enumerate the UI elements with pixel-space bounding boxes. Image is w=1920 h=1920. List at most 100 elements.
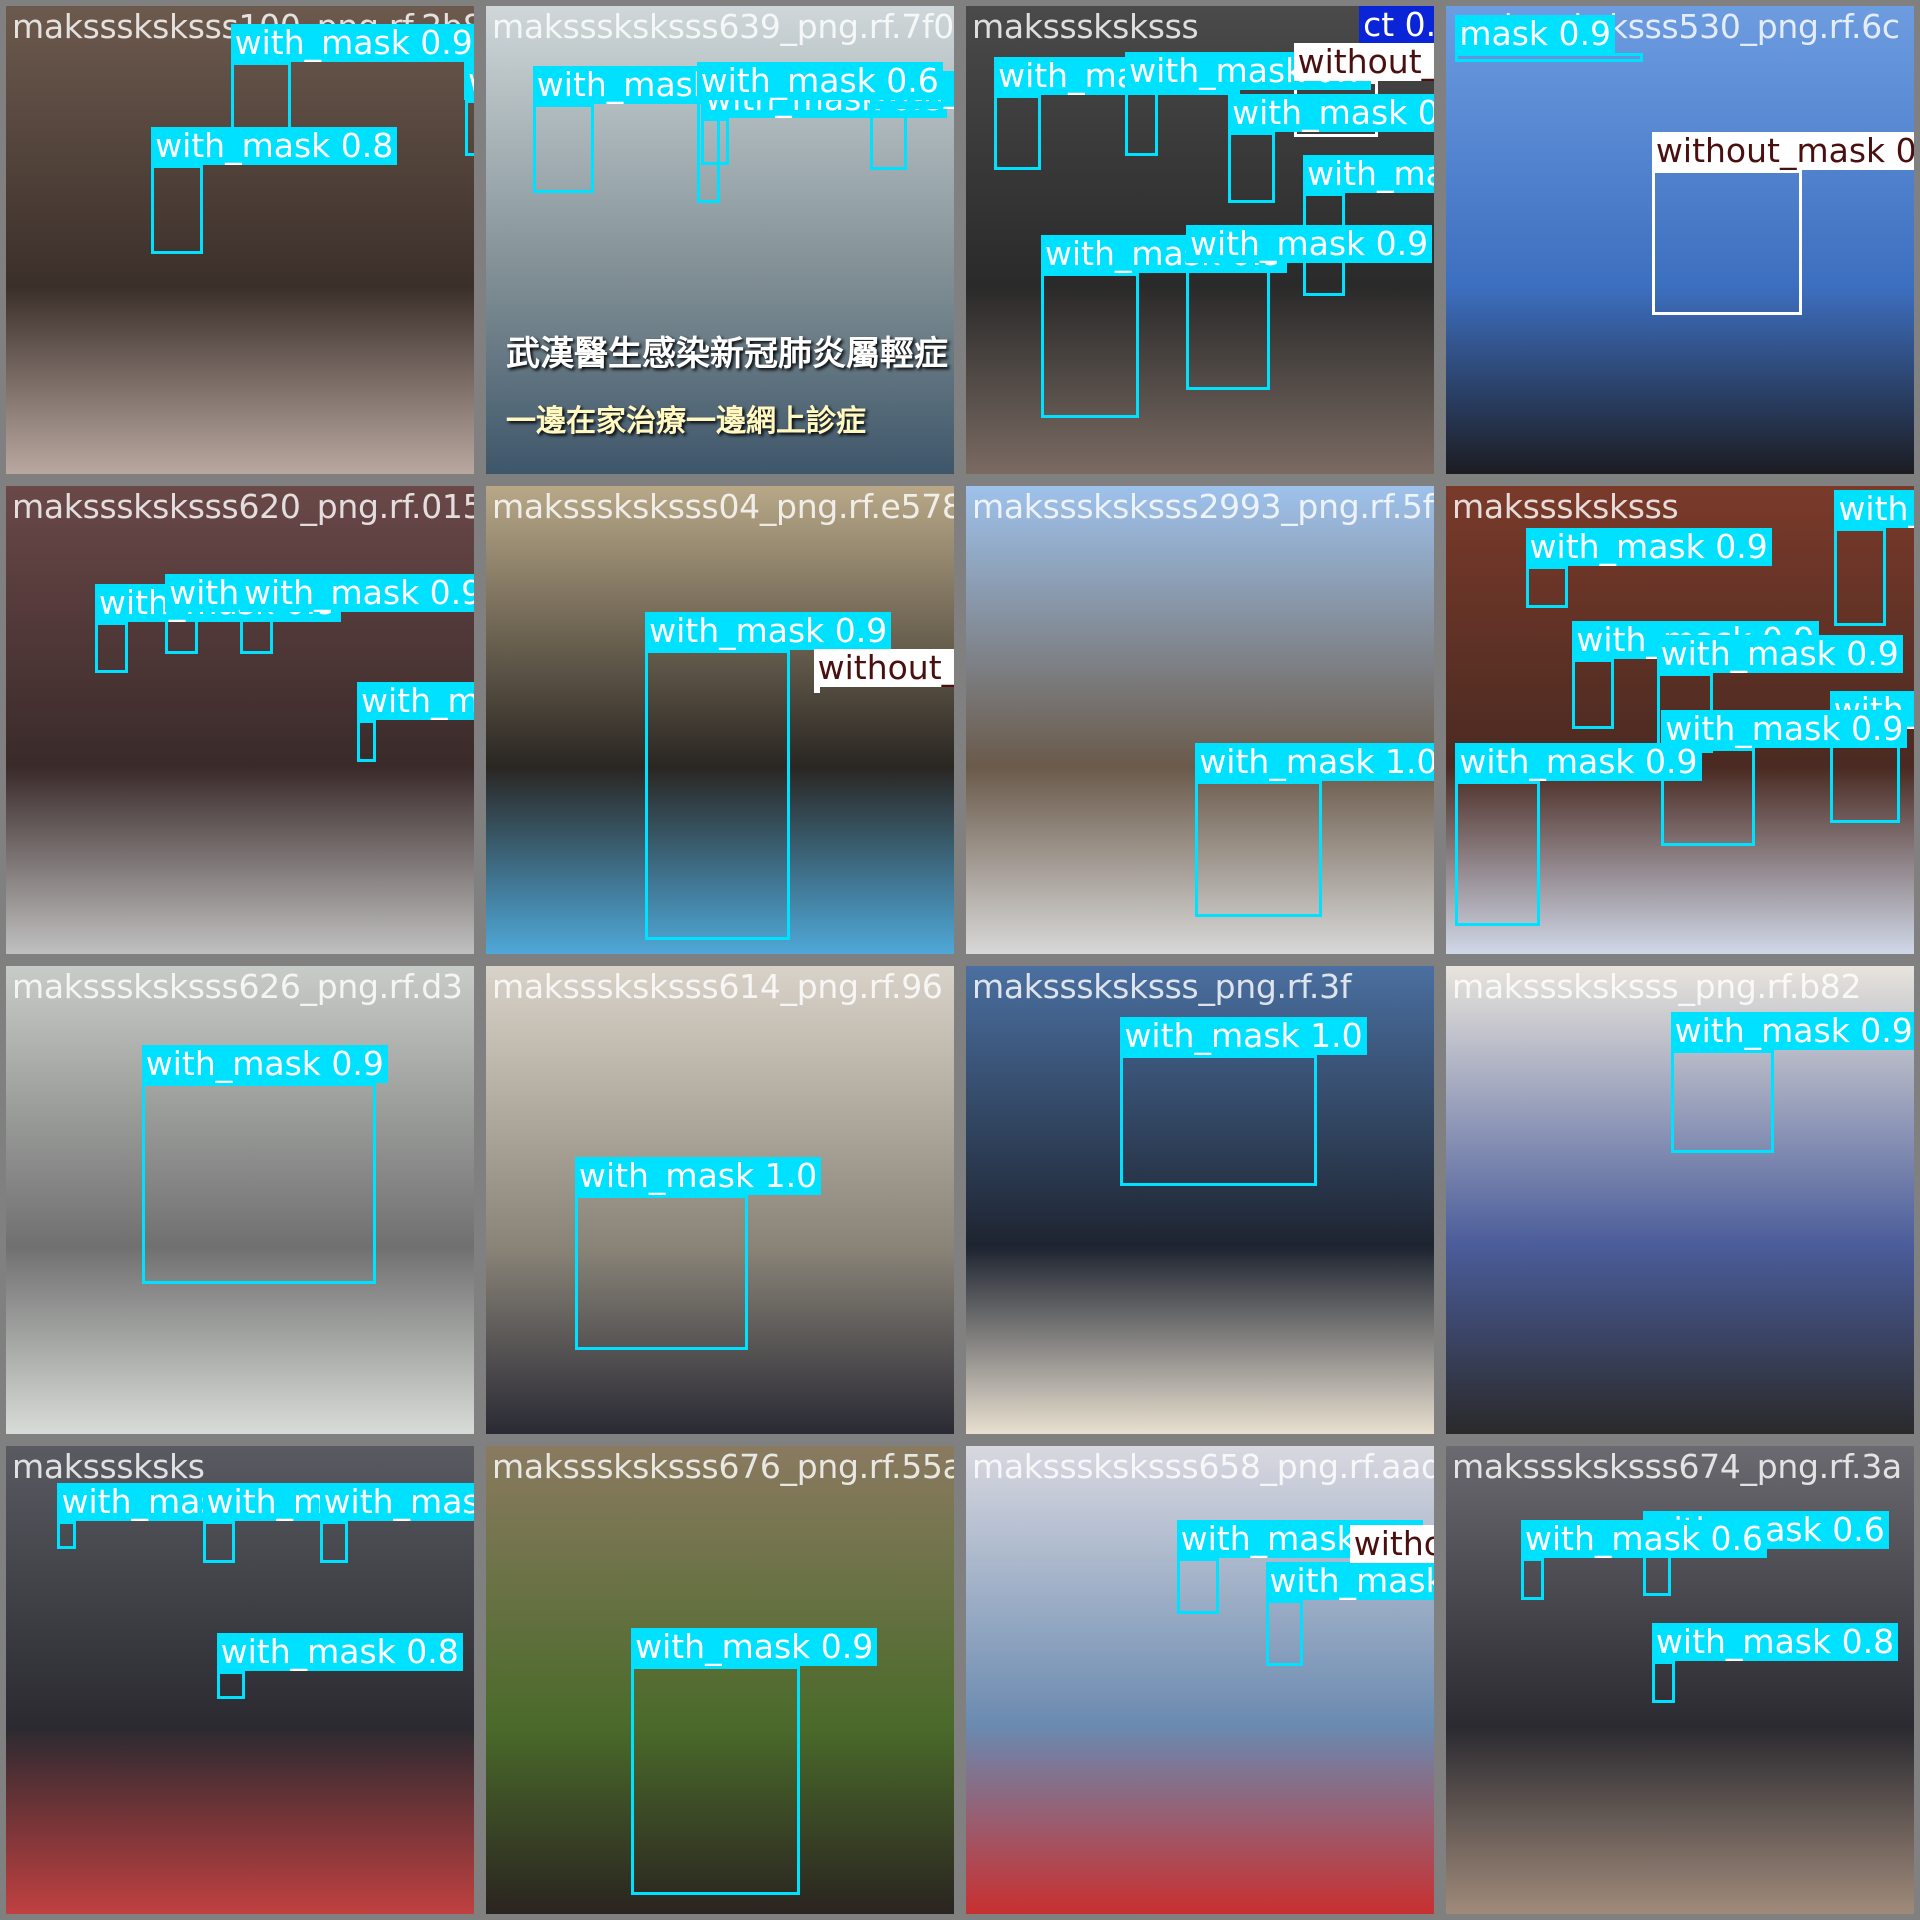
detection-box — [464, 99, 474, 156]
detection-label: with_mask 0.8 — [1228, 94, 1434, 133]
tile-filename: maksssksks — [12, 1447, 205, 1486]
tile-filename: maksssksksss620_png.rf.015f2996a9633b47 — [12, 487, 474, 526]
detection-label: without_mask 0.9 — [1349, 1525, 1434, 1563]
tile-filename: maksssksksss — [972, 7, 1199, 46]
detection-box — [1125, 90, 1158, 156]
detection-box — [1040, 272, 1140, 418]
detection-box — [631, 1665, 800, 1896]
detection-label: with_mask 0.6 — [1520, 1520, 1768, 1559]
tile-filename: maksssksksss614_png.rf.96 — [492, 967, 943, 1006]
image-tile: maksssksksss658_png.rf.aad with_mask 0.9 w… — [966, 1446, 1434, 1914]
detection-label: with_mask 1.0 — [1120, 1016, 1367, 1055]
tile-filename: maksssksksss674_png.rf.3a — [1452, 1447, 1902, 1486]
detection-box — [1525, 565, 1568, 608]
detection-box — [701, 118, 730, 166]
detection-label: with_mask 0.9 — [1455, 742, 1702, 781]
detection-box — [319, 1520, 348, 1563]
image-tile: maksssksksss620_png.rf.015f2996a9633b47w… — [6, 486, 474, 954]
detection-label: without_mask 0.7 — [813, 649, 954, 688]
detection-box — [1834, 528, 1886, 627]
image-tile: maksssksksss_png.rf.b82 with_mask 0.9 — [1446, 966, 1914, 1434]
tile-filename: maksssksksss676_png.rf.55a — [492, 1447, 954, 1486]
detection-label: with_mask 0.9 — [1834, 490, 1914, 529]
detection-label: with_mask 0.9 — [141, 1045, 388, 1083]
detection-box — [994, 94, 1041, 170]
detection-label: with_mask 0.9 — [240, 574, 474, 613]
image-tile: maksssksksss626_png.rf.d3 with_mask 0.9 — [6, 966, 474, 1434]
image-tile: maksssksksss_png.rf.3f with_mask 1.0 — [966, 966, 1434, 1434]
detection-label: with_mask 0.9 — [1302, 155, 1434, 194]
detection-label: with_mask 0.9 — [1185, 225, 1433, 264]
detection-label: with_mask 1.0 — [574, 1157, 822, 1196]
detection-box — [1651, 169, 1802, 315]
image-tile: 武漢醫生感染新冠肺炎屬輕症一邊在家治療一邊網上診症 maksssksksss639… — [486, 6, 954, 474]
image-tile: maksssksksss676_png.rf.55a with_mask 0.9 — [486, 1446, 954, 1914]
detection-box — [1670, 1050, 1774, 1154]
photo — [486, 1446, 954, 1914]
photo — [966, 1446, 1434, 1914]
tile-filename: maksssksksss658_png.rf.aad — [972, 1447, 1434, 1486]
photo — [6, 1446, 474, 1914]
detection-box — [1455, 52, 1643, 63]
detection-box — [1195, 780, 1322, 917]
detection-label: with_mask 0.9 — [631, 1627, 878, 1666]
detection-label: with_mask 0.8 — [216, 1632, 463, 1671]
detection-label: with_mask 0.8 — [151, 127, 398, 166]
image-tile: maksssksksss614_png.rf.96 with_mask 1.0 — [486, 966, 954, 1434]
photo — [486, 966, 954, 1434]
image-tile: maksssksksss with_mask 0.4 with_mask 0.7 wi… — [966, 6, 1434, 474]
detection-label: with_mask 0.9 — [645, 611, 892, 650]
detection-box — [202, 1520, 236, 1563]
detection-box — [357, 720, 376, 763]
photo — [6, 6, 474, 474]
photo — [6, 486, 474, 954]
tile-filename: maksssksksss_png.rf.3f — [972, 967, 1352, 1006]
tile-filename: maksssksksss04_png.rf.e578 — [492, 487, 954, 526]
detection-label: with_mask 0.6 — [696, 61, 943, 100]
detection-box — [1520, 1558, 1545, 1601]
detection-label: with_mask 0.8 — [357, 682, 474, 720]
detection-box — [1228, 132, 1275, 203]
image-tile: maksssksksss100_png.rf.2b8b1528725bfe816… — [6, 6, 474, 474]
photo — [966, 486, 1434, 954]
detection-label: with_mask 0.8 — [1265, 1562, 1434, 1601]
detection-box — [1265, 1600, 1303, 1666]
image-tile: maksssksksss04_png.rf.e578 with_mask 0.9 w… — [486, 486, 954, 954]
tile-filename: maksssksksss_png.rf.b82 — [1452, 967, 1862, 1006]
detection-box — [151, 165, 203, 255]
photo — [6, 966, 474, 1434]
detection-label: with_mask 1.0 — [1195, 742, 1434, 781]
detection-label: with_mask 0.6 — [464, 61, 474, 100]
tile-filename: maksssksksss2993_png.rf.5f6 — [972, 487, 1434, 526]
detection-box — [141, 1083, 376, 1285]
overlay-caption: 武漢醫生感染新冠肺炎屬輕症 — [506, 334, 948, 374]
detection-label: mask 0.9 — [1455, 14, 1616, 53]
detection-label: with_mask 0.9 — [230, 24, 474, 63]
detection-label: with_mask 0.9 — [1656, 635, 1903, 674]
tile-filename: maksssksksss626_png.rf.d3 — [12, 967, 463, 1006]
detection-box — [1661, 748, 1755, 847]
detection-label: with_mask 0.9 — [1525, 527, 1772, 566]
overlay-caption: 一邊在家治療一邊網上診症 — [506, 404, 866, 439]
detection-label: without_mask 0.9 — [1651, 131, 1914, 170]
detection-label: ct 0.8 — [1359, 6, 1434, 44]
detection-label: with_mask 0.7 — [319, 1482, 474, 1521]
tile-filename: maksssksksss — [1452, 487, 1679, 526]
photo — [1446, 6, 1914, 474]
detection-box — [1651, 1661, 1676, 1704]
detection-box — [1185, 263, 1271, 390]
detection-label: without_mask 0.6 — [1293, 42, 1434, 81]
detection-box — [94, 621, 128, 674]
photo — [486, 486, 954, 954]
detection-box — [645, 649, 791, 940]
image-tile: maksssksksss674_png.rf.3a with_mask 0.6 wi… — [1446, 1446, 1914, 1914]
detection-label: with_mask 0.9 — [1661, 710, 1908, 749]
detection-label: with_mask 0.8 — [1651, 1623, 1899, 1662]
tile-filename: maksssksksss639_png.rf.7f0bb40 — [492, 7, 954, 46]
detection-box — [1176, 1558, 1219, 1615]
detection-label: with_mask 0.9 — [1670, 1012, 1914, 1051]
detection-box — [216, 1670, 245, 1699]
